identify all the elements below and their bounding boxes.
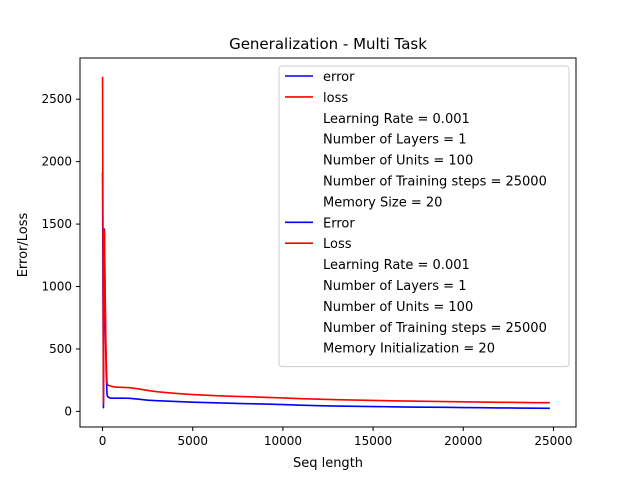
x-tick-label: 20000 [444,434,482,448]
legend-entry: Memory Initialization = 20 [323,342,495,357]
legend-entry: loss [323,91,348,106]
x-axis-ticks: 0 5000 10000 15000 20000 25000 [99,427,573,448]
plot-area [101,76,550,410]
y-tick-label: 500 [49,342,72,356]
legend-entry: Loss [323,237,352,252]
x-tick-label: 25000 [534,434,572,448]
legend-entry: Number of Units = 100 [323,300,473,315]
legend-entry: Learning Rate = 0.001 [323,112,470,127]
y-tick-label: 1000 [41,280,72,294]
legend-entry: Number of Units = 100 [323,154,473,169]
legend-entry: Memory Size = 20 [323,195,442,210]
legend-entry: Number of Layers = 1 [323,279,466,294]
y-tick-label: 1500 [41,217,72,231]
chart-legend: error loss Learning Rate = 0.001 Number of … [278,65,570,368]
y-tick-label: 0 [64,404,72,418]
x-tick-label: 0 [99,434,107,448]
legend-box [278,65,570,368]
x-tick-label: 15000 [354,434,392,448]
plot-frame [79,57,577,428]
legend-entry: error [323,70,355,85]
legend-entry: Number of Layers = 1 [323,133,466,148]
y-tick-label: 2000 [41,155,72,169]
y-tick-label: 2500 [41,92,72,106]
legend-entry: Learning Rate = 0.001 [323,258,470,273]
y-axis-ticks: 0 500 1000 1500 2000 2500 [41,92,80,418]
chart-title: Generalization - Multi Task [229,35,427,53]
x-tick-label: 10000 [264,434,302,448]
legend-entry: Number of Training steps = 25000 [323,175,547,190]
series-line-error [101,171,550,410]
legend-entry: Number of Training steps = 25000 [323,321,547,336]
series-line-loss [101,76,550,405]
x-axis-label: Seq length [293,456,363,471]
y-axis-label: Error/Loss [16,212,31,277]
x-tick-label: 5000 [177,434,208,448]
legend-entry: Error [323,216,355,231]
